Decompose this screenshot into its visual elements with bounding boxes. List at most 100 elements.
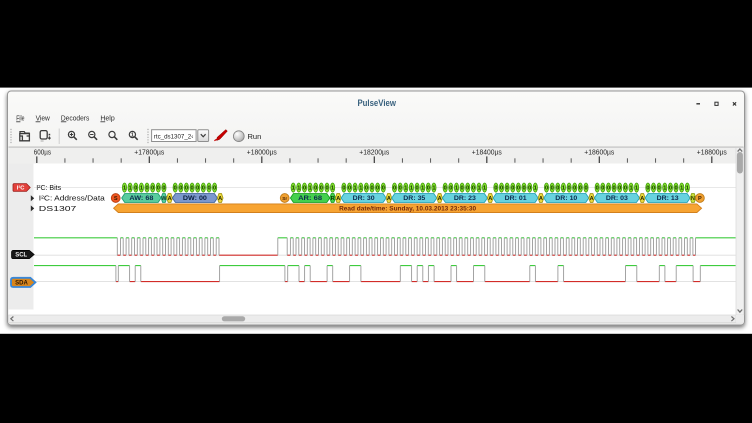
svg-text:W: W [161, 196, 167, 202]
svg-text:1: 1 [410, 186, 413, 192]
svg-text:+17800µs: +17800µs [134, 150, 164, 157]
svg-text:0: 0 [399, 186, 402, 192]
svg-text:0: 0 [674, 186, 677, 192]
svg-text:0: 0 [494, 186, 497, 192]
svg-text:SCL: SCL [15, 253, 27, 259]
svg-text:I²C: Address/Data: I²C: Address/Data [39, 196, 105, 203]
svg-text:DR: 30: DR: 30 [353, 195, 376, 202]
svg-text:1: 1 [421, 186, 424, 192]
svg-text:0: 0 [370, 186, 373, 192]
svg-text:DR: 01: DR: 01 [505, 195, 528, 202]
svg-text:0: 0 [207, 186, 210, 192]
svg-text:1: 1 [455, 186, 458, 192]
svg-text:AW: 68: AW: 68 [129, 195, 154, 202]
svg-text:0: 0 [179, 186, 182, 192]
svg-text:0: 0 [449, 186, 452, 192]
svg-text:1: 1 [635, 186, 638, 192]
svg-text:0: 0 [466, 186, 469, 192]
svg-text:+18600µs: +18600µs [584, 150, 614, 157]
svg-text:0: 0 [145, 186, 148, 192]
svg-text:Help: Help [100, 113, 114, 122]
svg-text:0: 0 [506, 186, 509, 192]
svg-text:1: 1 [477, 186, 480, 192]
svg-text:0: 0 [556, 186, 559, 192]
svg-text:A: A [218, 196, 222, 202]
svg-text:A: A [168, 196, 172, 202]
svg-text:0: 0 [376, 186, 379, 192]
svg-text:1: 1 [129, 186, 132, 192]
svg-text:A: A [488, 196, 492, 202]
svg-text:0: 0 [162, 186, 165, 192]
svg-text:0: 0 [584, 186, 587, 192]
svg-text:Decoders: Decoders [61, 113, 90, 122]
svg-text:+18200µs: +18200µs [359, 150, 389, 157]
svg-text:0: 0 [669, 186, 672, 192]
svg-text:0: 0 [151, 186, 154, 192]
svg-text:A: A [438, 196, 442, 202]
svg-text:1: 1 [131, 133, 134, 139]
svg-text:File: File [16, 113, 24, 122]
svg-text:A: A [387, 196, 391, 202]
svg-text:0: 0 [134, 186, 137, 192]
svg-text:DR: 23: DR: 23 [454, 195, 477, 202]
svg-text:DR: 13: DR: 13 [657, 195, 680, 202]
svg-text:0: 0 [444, 186, 447, 192]
svg-text:1: 1 [534, 186, 537, 192]
svg-text:0: 0 [601, 186, 604, 192]
svg-text:0: 0 [618, 186, 621, 192]
svg-text:0: 0 [517, 186, 520, 192]
svg-text:0: 0 [185, 186, 188, 192]
svg-text:0: 0 [393, 186, 396, 192]
svg-text:S: S [114, 196, 118, 202]
svg-text:A: A [590, 196, 594, 202]
svg-text:0: 0 [416, 186, 419, 192]
svg-text:0: 0 [528, 186, 531, 192]
svg-text:1: 1 [140, 186, 143, 192]
svg-text:+18400µs: +18400µs [472, 150, 502, 157]
svg-text:DW: 00: DW: 00 [183, 195, 208, 202]
svg-text:1: 1 [686, 186, 689, 192]
svg-text:DR: 35: DR: 35 [403, 195, 426, 202]
svg-text:1: 1 [483, 186, 486, 192]
svg-text:1: 1 [629, 186, 632, 192]
svg-text:0: 0 [652, 186, 655, 192]
svg-text:Sr: Sr [282, 196, 287, 201]
svg-text:1: 1 [432, 186, 435, 192]
svg-text:0: 0 [658, 186, 661, 192]
svg-text:DR: 03: DR: 03 [606, 195, 629, 202]
svg-text:DR: 10: DR: 10 [555, 195, 578, 202]
svg-text:rtc_ds1307_2‹: rtc_ds1307_2‹ [154, 133, 194, 140]
svg-text:SDA: SDA [15, 281, 28, 287]
svg-text:0: 0 [646, 186, 649, 192]
svg-text:1: 1 [562, 186, 565, 192]
svg-text:+18000µs: +18000µs [247, 150, 277, 157]
svg-text:0: 0 [427, 186, 430, 192]
svg-text:A: A [336, 196, 340, 202]
svg-text:0: 0 [213, 186, 216, 192]
svg-text:1: 1 [359, 186, 362, 192]
svg-text:0: 0 [303, 186, 306, 192]
svg-text:0: 0 [325, 186, 328, 192]
svg-text:0: 0 [174, 186, 177, 192]
svg-text:0: 0 [348, 186, 351, 192]
svg-text:1: 1 [297, 186, 300, 192]
svg-text:1: 1 [680, 186, 683, 192]
svg-text:0: 0 [320, 186, 323, 192]
svg-text:0: 0 [511, 186, 514, 192]
svg-text:AR: 68: AR: 68 [298, 195, 323, 202]
svg-text:1: 1 [123, 186, 126, 192]
svg-text:0: 0 [196, 186, 199, 192]
svg-text:A: A [640, 196, 644, 202]
svg-text:1: 1 [404, 186, 407, 192]
svg-text:0: 0 [551, 186, 554, 192]
svg-text:1: 1 [309, 186, 312, 192]
svg-text:0: 0 [613, 186, 616, 192]
svg-text:0: 0 [522, 186, 525, 192]
svg-text:1: 1 [331, 186, 334, 192]
svg-text:0: 0 [568, 186, 571, 192]
svg-text:0: 0 [342, 186, 345, 192]
svg-text:0: 0 [607, 186, 610, 192]
svg-text:Read date/time: Sunday, 10.03.: Read date/time: Sunday, 10.03.2013 23:35… [339, 206, 476, 213]
svg-text:DS1307: DS1307 [39, 206, 77, 213]
svg-text:0: 0 [365, 186, 368, 192]
